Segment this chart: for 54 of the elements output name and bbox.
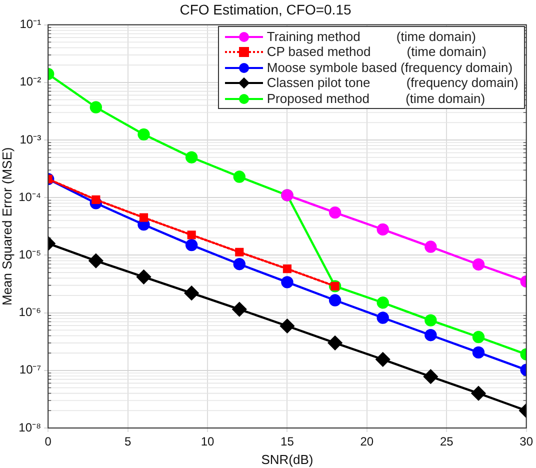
point — [281, 276, 294, 288]
point — [233, 170, 246, 183]
point — [328, 206, 342, 219]
point — [328, 336, 342, 350]
point — [235, 248, 244, 256]
point — [424, 314, 437, 326]
x-tick-label: 0 — [44, 434, 52, 449]
legend-label: Proposed method (time domain) — [266, 90, 486, 106]
point — [328, 294, 342, 306]
point — [424, 240, 437, 253]
point — [424, 329, 437, 342]
point — [280, 318, 294, 334]
point — [88, 254, 104, 268]
y-tick-label: 10⁻⁴ — [18, 190, 42, 204]
point — [376, 312, 389, 324]
point — [472, 330, 485, 344]
point — [376, 223, 389, 236]
x-tick-label: 15 — [280, 434, 294, 449]
x-tick-label: 5 — [124, 434, 132, 449]
point — [233, 258, 246, 270]
legend-label: Classen pilot tone (frequency domain) — [266, 75, 518, 91]
point — [136, 270, 151, 284]
point — [232, 302, 246, 316]
y-tick-label: 10⁻³ — [20, 132, 42, 146]
point — [185, 238, 198, 252]
y-axis-title: Mean Squared Error (MSE) — [0, 147, 14, 306]
point — [185, 151, 198, 164]
y-tick-label: 10⁻⁶ — [18, 305, 42, 320]
point — [282, 264, 292, 274]
x-tick-label: 10 — [200, 434, 215, 449]
x-tick-label: 20 — [360, 434, 374, 449]
x-axis-title: SNR(dB) — [261, 452, 314, 467]
point — [184, 286, 199, 300]
legend-label: Training method (time domain) — [266, 28, 476, 44]
point — [376, 296, 389, 309]
point — [187, 230, 196, 240]
point — [138, 128, 150, 141]
point — [424, 370, 438, 384]
point — [472, 346, 485, 359]
point — [90, 101, 102, 114]
point — [376, 352, 390, 367]
y-tick-label: 10⁻¹ — [20, 17, 42, 32]
x-tick-label: 25 — [440, 434, 454, 449]
y-tick-label: 10⁻² — [20, 74, 42, 89]
point — [471, 386, 486, 400]
legend-label: CP based method (time domain) — [266, 44, 486, 60]
chart-title: CFO Estimation, CFO=0.15 — [180, 1, 352, 18]
y-tick-label: 10⁻⁵ — [18, 248, 42, 262]
legend-label: Moose symbole based (frequency domain) — [266, 60, 513, 76]
y-tick-label: 10⁻⁸ — [18, 420, 42, 434]
point — [472, 258, 485, 271]
x-tick-label: 30 — [520, 434, 534, 449]
point — [139, 213, 148, 222]
y-tick-label: 10⁻⁷ — [19, 362, 42, 377]
